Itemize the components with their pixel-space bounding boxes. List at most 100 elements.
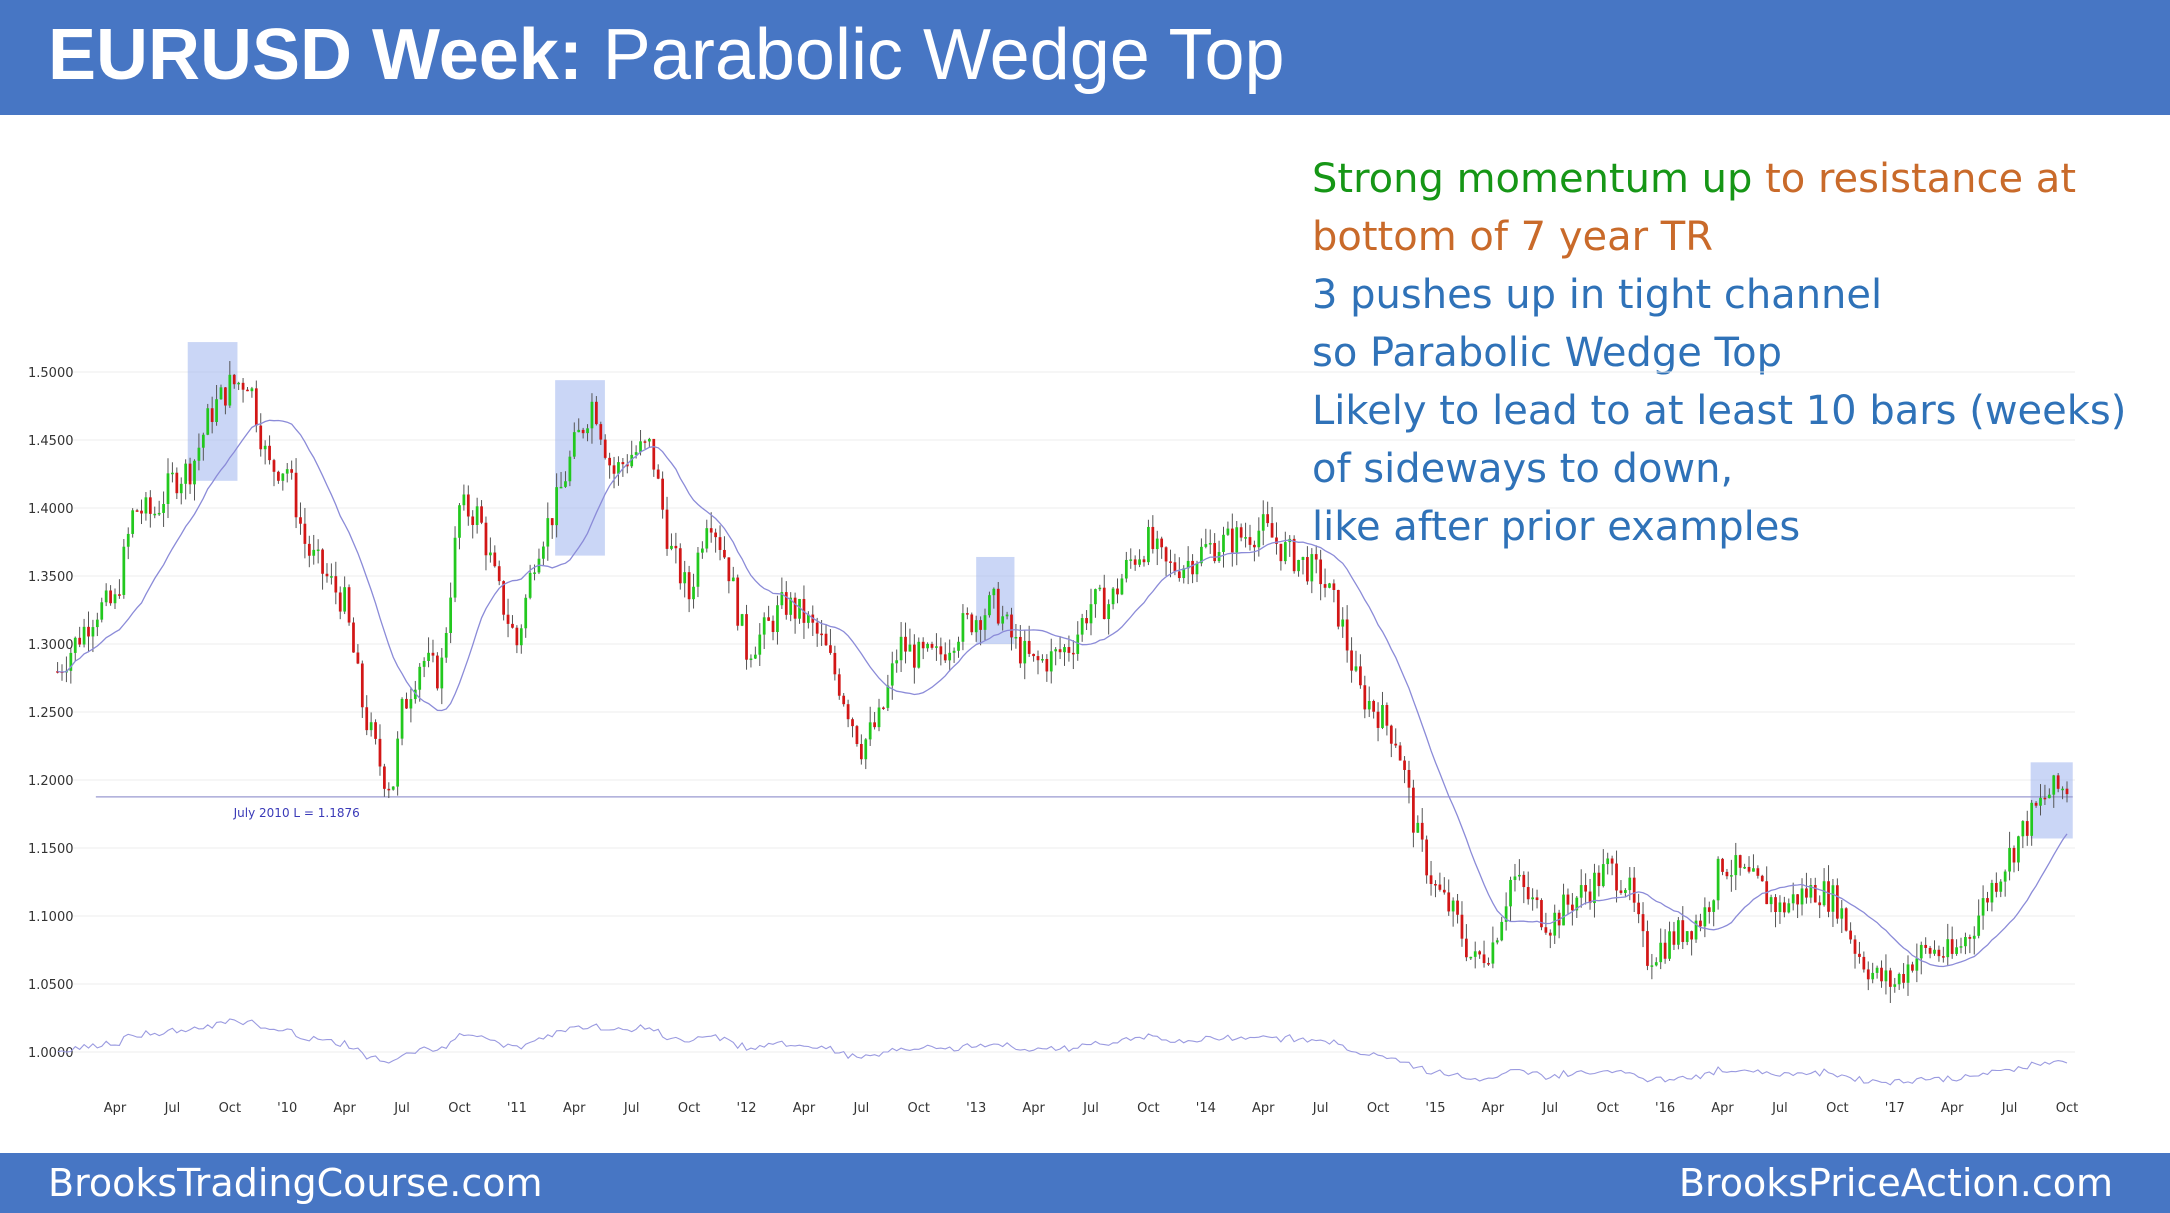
candle-body [1911, 964, 1914, 971]
candle-body [550, 518, 554, 526]
x-tick-label: Jul [1312, 1101, 1329, 1116]
candle-body [1641, 914, 1645, 932]
candle-body [489, 552, 492, 556]
candle-body [1619, 890, 1623, 893]
x-axis: Apr Jul Oct '10 Apr Jul Oct '11 Apr Jul Oct '12 Apr J… [104, 1101, 2078, 1116]
x-tick-label: Oct [219, 1101, 241, 1116]
candle-body [1085, 618, 1088, 624]
candle-body [391, 786, 395, 790]
candle-body [829, 645, 832, 653]
candle-body [347, 587, 351, 623]
candle-body [405, 698, 408, 709]
x-tick-label: '11 [507, 1101, 527, 1116]
candle-body [1301, 557, 1305, 560]
candle-body [1906, 964, 1910, 983]
candle-body [1054, 649, 1058, 652]
candle-body [1597, 872, 1601, 887]
candle-body [1955, 947, 1958, 954]
x-tick-label: Apr [1252, 1101, 1275, 1116]
candle-body [979, 620, 982, 630]
footer-left-link[interactable]: BrooksTradingCourse.com [48, 1161, 543, 1205]
candle-body [307, 543, 311, 556]
x-tick-label: Jul [1082, 1101, 1099, 1116]
candle-body [1023, 640, 1027, 664]
candle-body [100, 602, 104, 620]
candle-body [877, 707, 881, 728]
x-tick-label: Jul [2001, 1101, 2018, 1116]
candle-body [1120, 578, 1124, 595]
candle-body [1526, 887, 1530, 900]
candle-body [1990, 882, 1994, 903]
candle-body [418, 666, 422, 690]
candle-body [157, 512, 161, 515]
candle-body [1398, 745, 1402, 761]
candle-body [78, 637, 82, 645]
candle-body [1420, 822, 1424, 840]
candle-body [316, 549, 320, 552]
y-tick-label: 1.3000 [28, 638, 74, 653]
candle-body [1584, 885, 1587, 892]
candlestick-chart: 1.5000 1.4500 1.4000 1.3500 1.3000 1.2500 1.20… [28, 342, 2078, 1116]
note-line4: so Parabolic Wedge Top [1312, 330, 1783, 376]
candle-body [1849, 930, 1852, 940]
candle-body [241, 382, 245, 390]
candle-body [1999, 881, 2003, 892]
candle-body [1703, 907, 1707, 927]
candle-body [493, 552, 497, 567]
candle-body [1279, 543, 1283, 562]
candle-body [776, 605, 779, 633]
candle-body [917, 641, 921, 668]
candle-body [1654, 962, 1658, 966]
footer-right-link[interactable]: BrooksPriceAction.com [1678, 1161, 2113, 1205]
candle-body [864, 739, 868, 760]
candle-body [1562, 894, 1565, 926]
note-line6: of sideways to down, [1312, 446, 1734, 492]
candle-body [1699, 920, 1702, 927]
candle-body [1933, 949, 1936, 954]
candle-body [528, 572, 532, 598]
candle-body [687, 572, 691, 600]
candle-body [873, 722, 876, 728]
candle-body [1579, 885, 1583, 898]
candle-body [502, 581, 506, 615]
y-axis: 1.5000 1.4500 1.4000 1.3500 1.3000 1.2500 1.20… [28, 366, 74, 1061]
candle-body [758, 634, 762, 655]
candle-body [612, 465, 616, 474]
candle-body [705, 528, 709, 549]
candle-body [1173, 562, 1177, 572]
candle-body [1721, 858, 1724, 872]
candle-body [330, 576, 333, 578]
candle-body [206, 408, 210, 435]
candle-body [1111, 588, 1115, 605]
candle-body [1756, 868, 1760, 876]
candle-body [1571, 904, 1574, 911]
candle-body [1359, 666, 1362, 686]
candle-body [1646, 931, 1649, 966]
candle-body [1959, 946, 1963, 948]
candle-body [290, 469, 294, 473]
candle-body [1668, 931, 1671, 959]
candle-series [56, 361, 2069, 1003]
candle-body [603, 439, 607, 458]
candle-body [118, 594, 121, 596]
candle-body [2039, 797, 2042, 806]
candle-body [1138, 559, 1141, 565]
candle-body [285, 469, 289, 474]
candle-body [1513, 876, 1517, 880]
candle-body [661, 478, 664, 510]
x-tick-label: Jul [164, 1101, 181, 1116]
candle-body [224, 387, 227, 406]
candle-body [2047, 794, 2051, 799]
candle-body [1690, 931, 1693, 940]
candle-body [617, 462, 620, 474]
candle-body [1385, 705, 1389, 726]
candle-body [268, 445, 271, 461]
candle-body [833, 652, 837, 675]
candle-body [634, 452, 638, 455]
y-tick-label: 1.1500 [28, 842, 74, 857]
candle-body [2043, 797, 2047, 800]
candle-body [1924, 944, 1928, 948]
candle-body [1707, 907, 1711, 912]
candle-body [131, 510, 135, 534]
candle-body [1124, 559, 1128, 579]
